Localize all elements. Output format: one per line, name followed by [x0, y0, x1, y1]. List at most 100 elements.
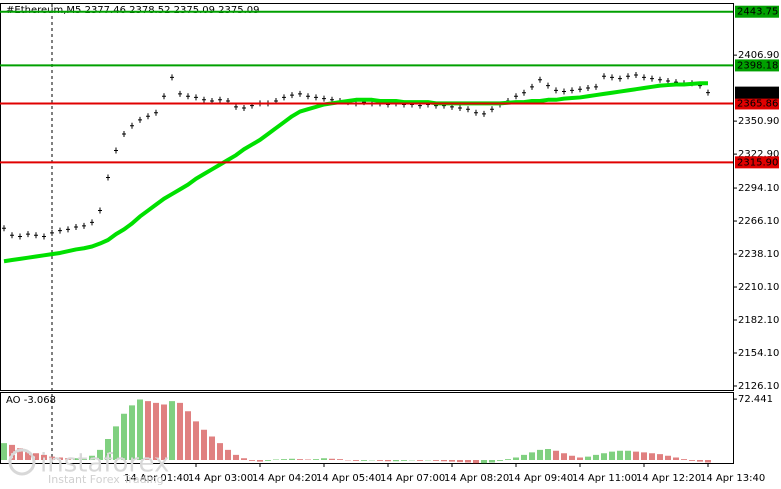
price-bar — [474, 109, 478, 116]
price-bar — [514, 93, 518, 100]
price-bar — [82, 222, 86, 229]
price-bar — [538, 76, 542, 83]
x-tick-label: 14 Apr 03:00 — [188, 473, 253, 484]
price-bar — [522, 89, 526, 96]
y-tick-label: 2182.10 — [738, 315, 779, 326]
price-bar — [602, 73, 606, 80]
y-tick-label: 2322.90 — [738, 149, 779, 160]
price-bar — [322, 95, 326, 102]
y-tick-label: 2266.10 — [738, 216, 779, 227]
y-tick-label: 2350.90 — [738, 116, 779, 127]
price-bar — [242, 105, 246, 112]
price-bar — [610, 74, 614, 81]
y-tick-label: 2210.10 — [738, 282, 779, 293]
logo-icon — [8, 448, 36, 476]
ao-panel — [0, 392, 734, 464]
price-bar — [666, 77, 670, 84]
price-bar — [306, 93, 310, 100]
level-label-box — [735, 97, 779, 110]
price-bar — [130, 122, 134, 129]
current-price-box — [735, 86, 779, 99]
price-bar — [58, 227, 62, 234]
price-bar — [154, 109, 158, 116]
price-bar — [194, 94, 198, 101]
current-price-label: 2375.09 — [737, 88, 778, 99]
price-bar — [122, 130, 126, 137]
price-bar — [658, 76, 662, 83]
level-label: 2443.75 — [737, 7, 778, 18]
x-tick-label: 14 Apr 07:00 — [380, 473, 445, 484]
price-bar — [114, 147, 118, 154]
price-bar — [186, 93, 190, 100]
price-bar — [594, 83, 598, 90]
y-tick-label: 2406.90 — [738, 50, 779, 61]
chart-title: #Ethereum,M5 2377.46 2378.52 2375.09 237… — [6, 5, 260, 16]
price-bar — [34, 232, 38, 239]
price-bar — [50, 229, 54, 236]
price-bar — [706, 89, 710, 96]
level-label-box — [735, 5, 779, 18]
price-bar — [458, 105, 462, 112]
x-tick-label: 14 Apr 09:40 — [508, 473, 573, 484]
ao-title: AO -3.068 — [6, 395, 56, 406]
y-tick-label: 2154.10 — [738, 348, 779, 359]
watermark-brand: instaforex — [40, 449, 169, 479]
moving-average — [3, 81, 708, 264]
x-tick-label: 14 Apr 05:40 — [316, 473, 381, 484]
price-bar — [170, 74, 174, 81]
price-bar — [66, 226, 70, 233]
price-bar — [650, 75, 654, 82]
price-bar — [634, 72, 638, 79]
price-bar — [10, 232, 14, 239]
watermark: instaforex Instant Forex Trading — [8, 448, 169, 486]
price-bar — [490, 106, 494, 113]
y-tick-label: 72.441 — [738, 394, 773, 405]
price-bar — [162, 93, 166, 100]
x-tick-label: 14 Apr 11:00 — [572, 473, 637, 484]
price-bar — [530, 83, 534, 90]
price-bar — [2, 225, 6, 232]
x-tick-label: 14 Apr 13:40 — [700, 473, 765, 484]
price-bar — [42, 233, 46, 240]
price-bar — [554, 87, 558, 94]
watermark-tagline: Instant Forex Trading — [48, 473, 164, 486]
level-label: 2398.18 — [737, 60, 778, 71]
y-tick-label: 2238.10 — [738, 249, 779, 260]
y-tick-label: 2126.10 — [738, 381, 779, 392]
price-bar — [298, 90, 302, 97]
x-tick-label: 14 Apr 08:20 — [444, 473, 509, 484]
price-bar — [218, 96, 222, 103]
price-bar — [18, 233, 22, 240]
x-tick-label: 14 Apr 01:40 — [124, 473, 189, 484]
price-bar — [178, 90, 182, 97]
price-bar — [290, 92, 294, 99]
price-bar — [90, 219, 94, 226]
level-label: 2315.90 — [737, 157, 778, 168]
level-label-box — [735, 59, 779, 72]
price-bar — [98, 207, 102, 214]
price-bar — [562, 88, 566, 95]
price-bar — [578, 86, 582, 93]
price-bar — [146, 113, 150, 120]
price-bar — [202, 96, 206, 103]
price-bar — [26, 231, 30, 238]
price-bar — [234, 103, 238, 110]
price-bar — [586, 85, 590, 92]
y-tick-label: 2294.10 — [738, 183, 779, 194]
price-bar — [74, 224, 78, 231]
x-tick-label: 14 Apr 12:20 — [636, 473, 701, 484]
price-bar — [138, 116, 142, 123]
price-bar — [546, 82, 550, 89]
price-bar — [570, 87, 574, 94]
price-bar — [106, 174, 110, 181]
price-bar — [482, 110, 486, 117]
x-tick-label: 14 Apr 04:20 — [252, 473, 317, 484]
price-bar — [642, 74, 646, 81]
price-bar — [618, 75, 622, 82]
main-panel — [0, 3, 734, 391]
price-bar — [466, 106, 470, 113]
price-bar — [314, 94, 318, 101]
